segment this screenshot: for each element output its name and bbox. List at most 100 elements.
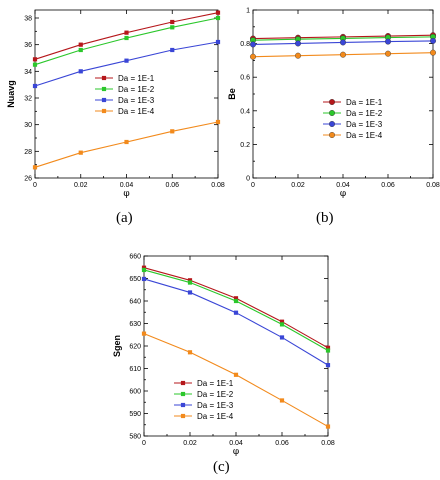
legend-marker-da-1e-4 xyxy=(328,131,335,138)
series-line-da-1e-1 xyxy=(143,267,329,349)
legend-label-da-1e-3: Da = 1E-3 xyxy=(118,96,155,105)
y-tick-label: 660 xyxy=(129,254,141,261)
caption-a: (a) xyxy=(116,210,133,226)
legend-marker-da-1e-4 xyxy=(180,413,186,419)
x-tick-label: 0.06 xyxy=(381,182,395,189)
data-point-da-1e-2 xyxy=(325,348,331,353)
data-point-da-1e-1 xyxy=(32,57,38,62)
data-point-da-1e-3 xyxy=(187,290,193,295)
data-point-da-1e-4 xyxy=(279,398,285,403)
data-point-da-1e-3 xyxy=(325,363,331,368)
legend-marker-da-1e-4 xyxy=(101,108,107,114)
legend-marker-da-1e-3 xyxy=(180,402,186,408)
data-point-da-1e-1 xyxy=(170,19,175,25)
y-axis-label: Be xyxy=(227,88,237,100)
y-tick-label: 28 xyxy=(24,149,32,156)
x-tick-label: 0 xyxy=(33,182,37,189)
data-point-da-1e-2 xyxy=(124,35,129,41)
data-point-da-1e-1 xyxy=(187,278,193,283)
legend-marker-da-1e-3 xyxy=(328,120,335,127)
series-line-da-1e-4 xyxy=(143,333,329,428)
x-tick-label: 0.08 xyxy=(321,440,335,447)
x-tick-label: 0.02 xyxy=(183,440,197,447)
data-point-da-1e-2 xyxy=(187,280,193,285)
data-point-da-1e-3 xyxy=(429,37,436,44)
legend-marker-da-1e-1 xyxy=(101,75,107,81)
legend-label-da-1e-3: Da = 1E-3 xyxy=(346,120,383,129)
data-point-da-1e-3 xyxy=(279,335,285,340)
series-line-da-1e-2 xyxy=(34,17,219,66)
y-tick-label: 0.2 xyxy=(240,142,250,149)
data-point-da-1e-3 xyxy=(339,39,346,46)
x-axis-label: φ xyxy=(123,189,129,199)
data-point-da-1e-4 xyxy=(339,51,346,58)
data-point-da-1e-4 xyxy=(141,331,147,336)
x-tick-label: 0.08 xyxy=(426,182,440,189)
y-tick-label: 34 xyxy=(24,69,32,76)
data-point-da-1e-4 xyxy=(294,52,301,59)
chart-a-nuavg: 0 0.02 0.04 0.06 0.08 26 28 30 32 34 36 38 Nuavg φ Da … xyxy=(6,9,225,199)
data-point-da-1e-4 xyxy=(325,424,331,429)
legend-label-da-1e-4: Da = 1E-4 xyxy=(346,131,383,140)
data-point-da-1e-3 xyxy=(141,276,147,282)
series-line-da-1e-3 xyxy=(143,278,329,366)
data-point-da-1e-2 xyxy=(233,298,239,304)
data-point-da-1e-2 xyxy=(170,25,175,30)
legend-label-da-1e-1: Da = 1E-1 xyxy=(346,98,383,107)
legend-label-da-1e-2: Da = 1E-2 xyxy=(346,109,383,118)
y-axis-label: Sgen xyxy=(112,335,122,357)
y-tick-label: 620 xyxy=(129,344,141,351)
legend-marker-da-1e-1 xyxy=(180,380,186,386)
y-axis-label: Nuavg xyxy=(6,80,16,108)
y-tick-label: 0 xyxy=(246,176,250,183)
data-point-da-1e-1 xyxy=(215,10,221,15)
plot-frame xyxy=(143,255,329,437)
x-tick-label: 0 xyxy=(142,440,146,447)
data-point-da-1e-3 xyxy=(124,58,129,63)
legend-label-da-1e-1: Da = 1E-1 xyxy=(197,379,234,388)
y-tick-label: 0.4 xyxy=(240,108,250,115)
data-point-da-1e-4 xyxy=(124,139,129,145)
data-point-da-1e-1 xyxy=(279,319,285,324)
x-tick-label: 0.06 xyxy=(275,440,289,447)
y-tick-label: 0.6 xyxy=(240,75,250,82)
y-tick-label: 610 xyxy=(129,366,141,373)
data-point-da-1e-4 xyxy=(250,53,257,60)
data-point-da-1e-3 xyxy=(215,39,221,45)
y-tick-label: 600 xyxy=(129,389,141,396)
data-point-da-1e-4 xyxy=(78,150,83,155)
data-point-da-1e-1 xyxy=(233,296,239,301)
data-point-da-1e-2 xyxy=(279,322,285,327)
y-tick-label: 26 xyxy=(24,176,32,183)
data-point-da-1e-2 xyxy=(141,267,147,273)
data-point-da-1e-2 xyxy=(78,47,83,53)
data-point-da-1e-2 xyxy=(215,15,221,21)
y-tick-label: 30 xyxy=(24,122,32,129)
y-tick-label: 640 xyxy=(129,299,141,306)
legend-label-da-1e-2: Da = 1E-2 xyxy=(197,390,234,399)
x-axis-label: φ xyxy=(340,189,346,199)
legend-marker-da-1e-1 xyxy=(328,98,335,105)
x-tick-label: 0.06 xyxy=(165,182,179,189)
x-tick-label: 0.02 xyxy=(74,182,88,189)
data-point-da-1e-3 xyxy=(294,40,301,47)
caption-b: (b) xyxy=(316,210,334,226)
y-tick-label: 590 xyxy=(129,411,141,418)
legend-label-da-1e-3: Da = 1E-3 xyxy=(197,401,234,410)
legend-marker-da-1e-2 xyxy=(101,86,107,92)
data-point-da-1e-3 xyxy=(170,47,175,53)
legend-marker-da-1e-2 xyxy=(180,391,186,397)
data-point-da-1e-1 xyxy=(78,42,83,47)
x-axis-label: φ xyxy=(233,447,239,457)
x-tick-label: 0.04 xyxy=(120,182,134,189)
caption-c: (c) xyxy=(213,459,230,475)
data-point-da-1e-4 xyxy=(233,372,239,377)
legend-marker-da-1e-2 xyxy=(328,109,335,116)
data-point-da-1e-3 xyxy=(384,38,391,45)
legend-label-da-1e-4: Da = 1E-4 xyxy=(118,107,155,116)
y-tick-label: 580 xyxy=(129,434,141,441)
chart-c-sgen: 0 0.02 0.04 0.06 0.08 580 590 600 610 620 630 640 65… xyxy=(112,254,335,458)
series-line-da-1e-4 xyxy=(34,121,219,168)
x-tick-label: 0 xyxy=(251,182,255,189)
y-tick-label: 0.8 xyxy=(240,41,250,48)
